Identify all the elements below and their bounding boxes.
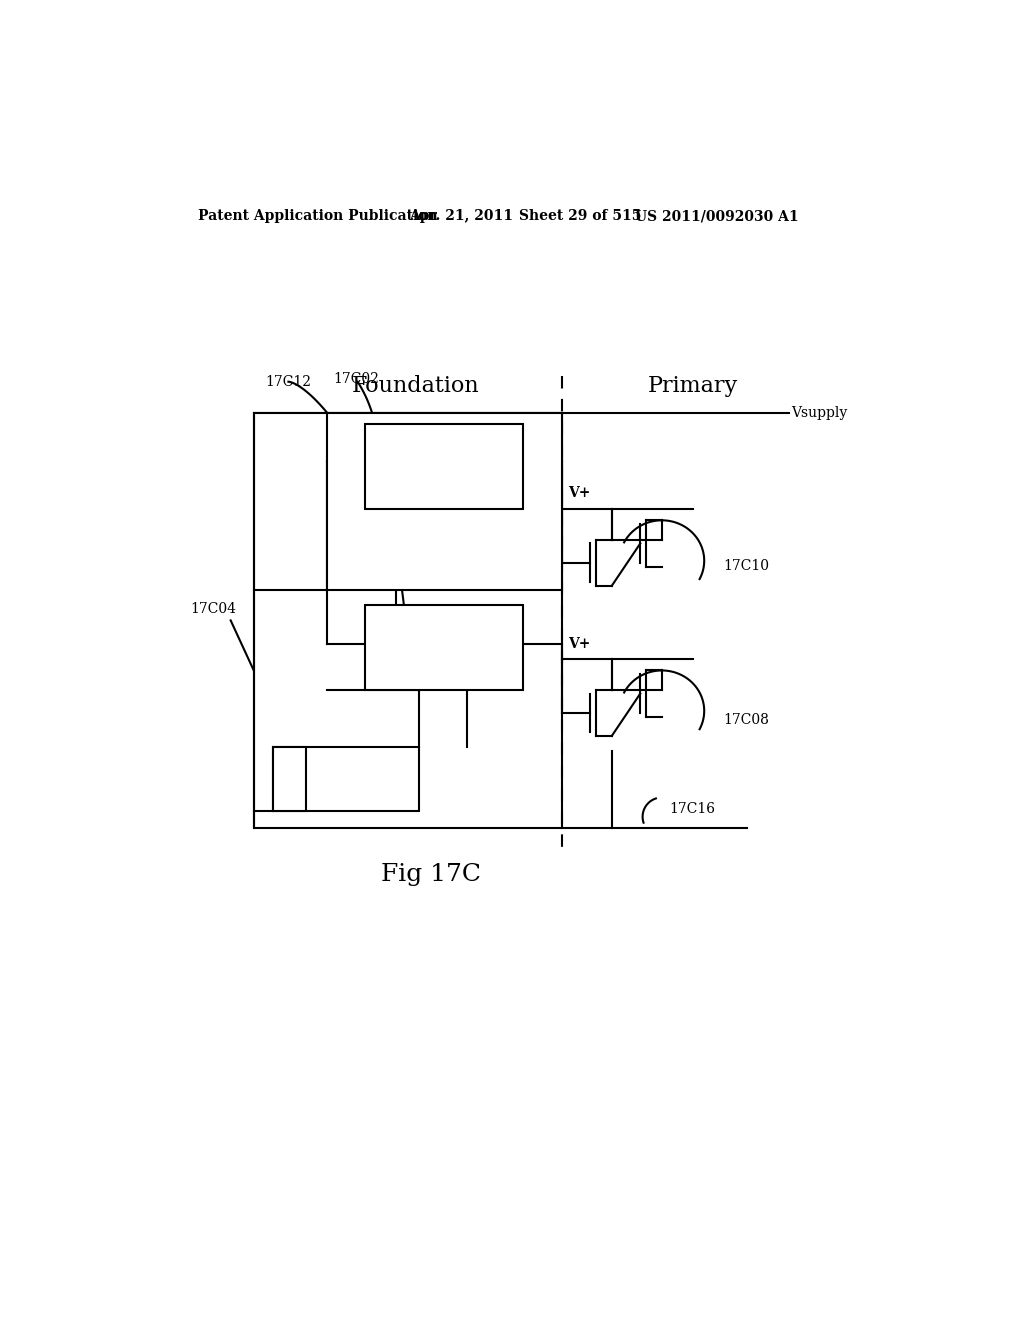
Text: Control
circuit: Control circuit — [339, 766, 386, 793]
Bar — [327, 413, 562, 590]
Bar — [254, 413, 562, 829]
Text: CNTR: CNTR — [271, 774, 307, 785]
Text: 17C12: 17C12 — [265, 375, 311, 388]
Bar — [366, 424, 523, 508]
Text: Foundation: Foundation — [351, 375, 479, 396]
Text: 17C08: 17C08 — [724, 714, 769, 727]
Text: Vin: Vin — [372, 638, 395, 649]
Text: CNTRL: CNTRL — [424, 483, 465, 492]
Text: 17C10: 17C10 — [724, 560, 769, 573]
Text: Vin: Vin — [372, 454, 395, 467]
Text: Power control: Power control — [393, 611, 496, 624]
Text: 17C02: 17C02 — [333, 372, 379, 387]
Text: Sheet 29 of 515: Sheet 29 of 515 — [519, 209, 642, 223]
Text: US 2011/0092030 A1: US 2011/0092030 A1 — [635, 209, 799, 223]
Text: CNTRL: CNTRL — [424, 667, 465, 676]
Text: Vout: Vout — [485, 454, 517, 467]
Text: Power control: Power control — [393, 429, 496, 442]
Bar — [273, 747, 419, 812]
Bar — [366, 605, 523, 689]
Text: Fig 17C: Fig 17C — [381, 863, 481, 886]
Text: Vsupply: Vsupply — [792, 405, 848, 420]
Bar — [273, 747, 306, 812]
Text: V+: V+ — [568, 636, 590, 651]
Text: Vout: Vout — [485, 638, 517, 649]
Text: Patent Application Publication: Patent Application Publication — [199, 209, 438, 223]
Text: 17C16: 17C16 — [670, 803, 716, 816]
Text: Primary: Primary — [647, 375, 737, 396]
Text: Apr. 21, 2011: Apr. 21, 2011 — [410, 209, 513, 223]
Text: 17C04: 17C04 — [190, 602, 237, 616]
Text: V+: V+ — [568, 486, 590, 500]
